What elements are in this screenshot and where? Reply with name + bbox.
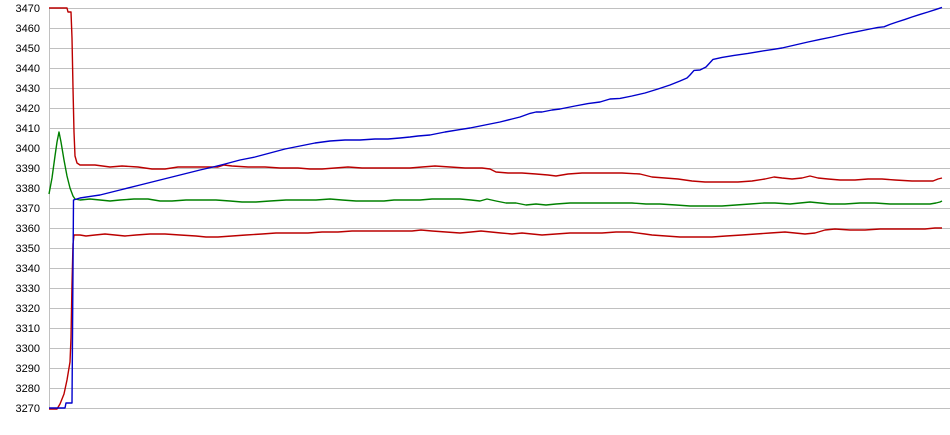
y-axis-label: 3310 xyxy=(16,323,40,335)
y-axis-label: 3330 xyxy=(16,283,40,295)
series-group xyxy=(48,6,943,410)
y-axis-label: 3460 xyxy=(16,23,40,35)
y-axis-label: 3430 xyxy=(16,83,40,95)
y-axis-label: 3270 xyxy=(16,403,40,415)
series-line-lower-band xyxy=(49,227,942,410)
y-axis-label: 3450 xyxy=(16,43,40,55)
y-axis-label: 3340 xyxy=(16,263,40,275)
y-axis-label: 3370 xyxy=(16,203,40,215)
series-line-rising-line xyxy=(49,6,943,409)
y-axis-label: 3360 xyxy=(16,223,40,235)
y-axis-label: 3300 xyxy=(16,343,40,355)
y-axis-label: 3350 xyxy=(16,243,40,255)
y-axis-label: 3390 xyxy=(16,163,40,175)
y-axis-label: 3290 xyxy=(16,363,40,375)
series-line-upper-band xyxy=(49,7,943,183)
y-axis-label: 3470 xyxy=(16,3,40,15)
y-axis-labels: 3470 3460 3450 3440 3430 3420 3410 3400 3390 3380… xyxy=(16,3,40,415)
y-axis-label: 3420 xyxy=(16,103,40,115)
y-axis-label: 3280 xyxy=(16,383,40,395)
series-line-middle-line xyxy=(48,131,943,207)
y-axis-label: 3400 xyxy=(16,143,40,155)
y-axis-label: 3320 xyxy=(16,303,40,315)
gridlines xyxy=(49,8,950,409)
y-axis-label: 3380 xyxy=(16,183,40,195)
y-axis-label: 3440 xyxy=(16,63,40,75)
y-axis-label: 3410 xyxy=(16,123,40,135)
